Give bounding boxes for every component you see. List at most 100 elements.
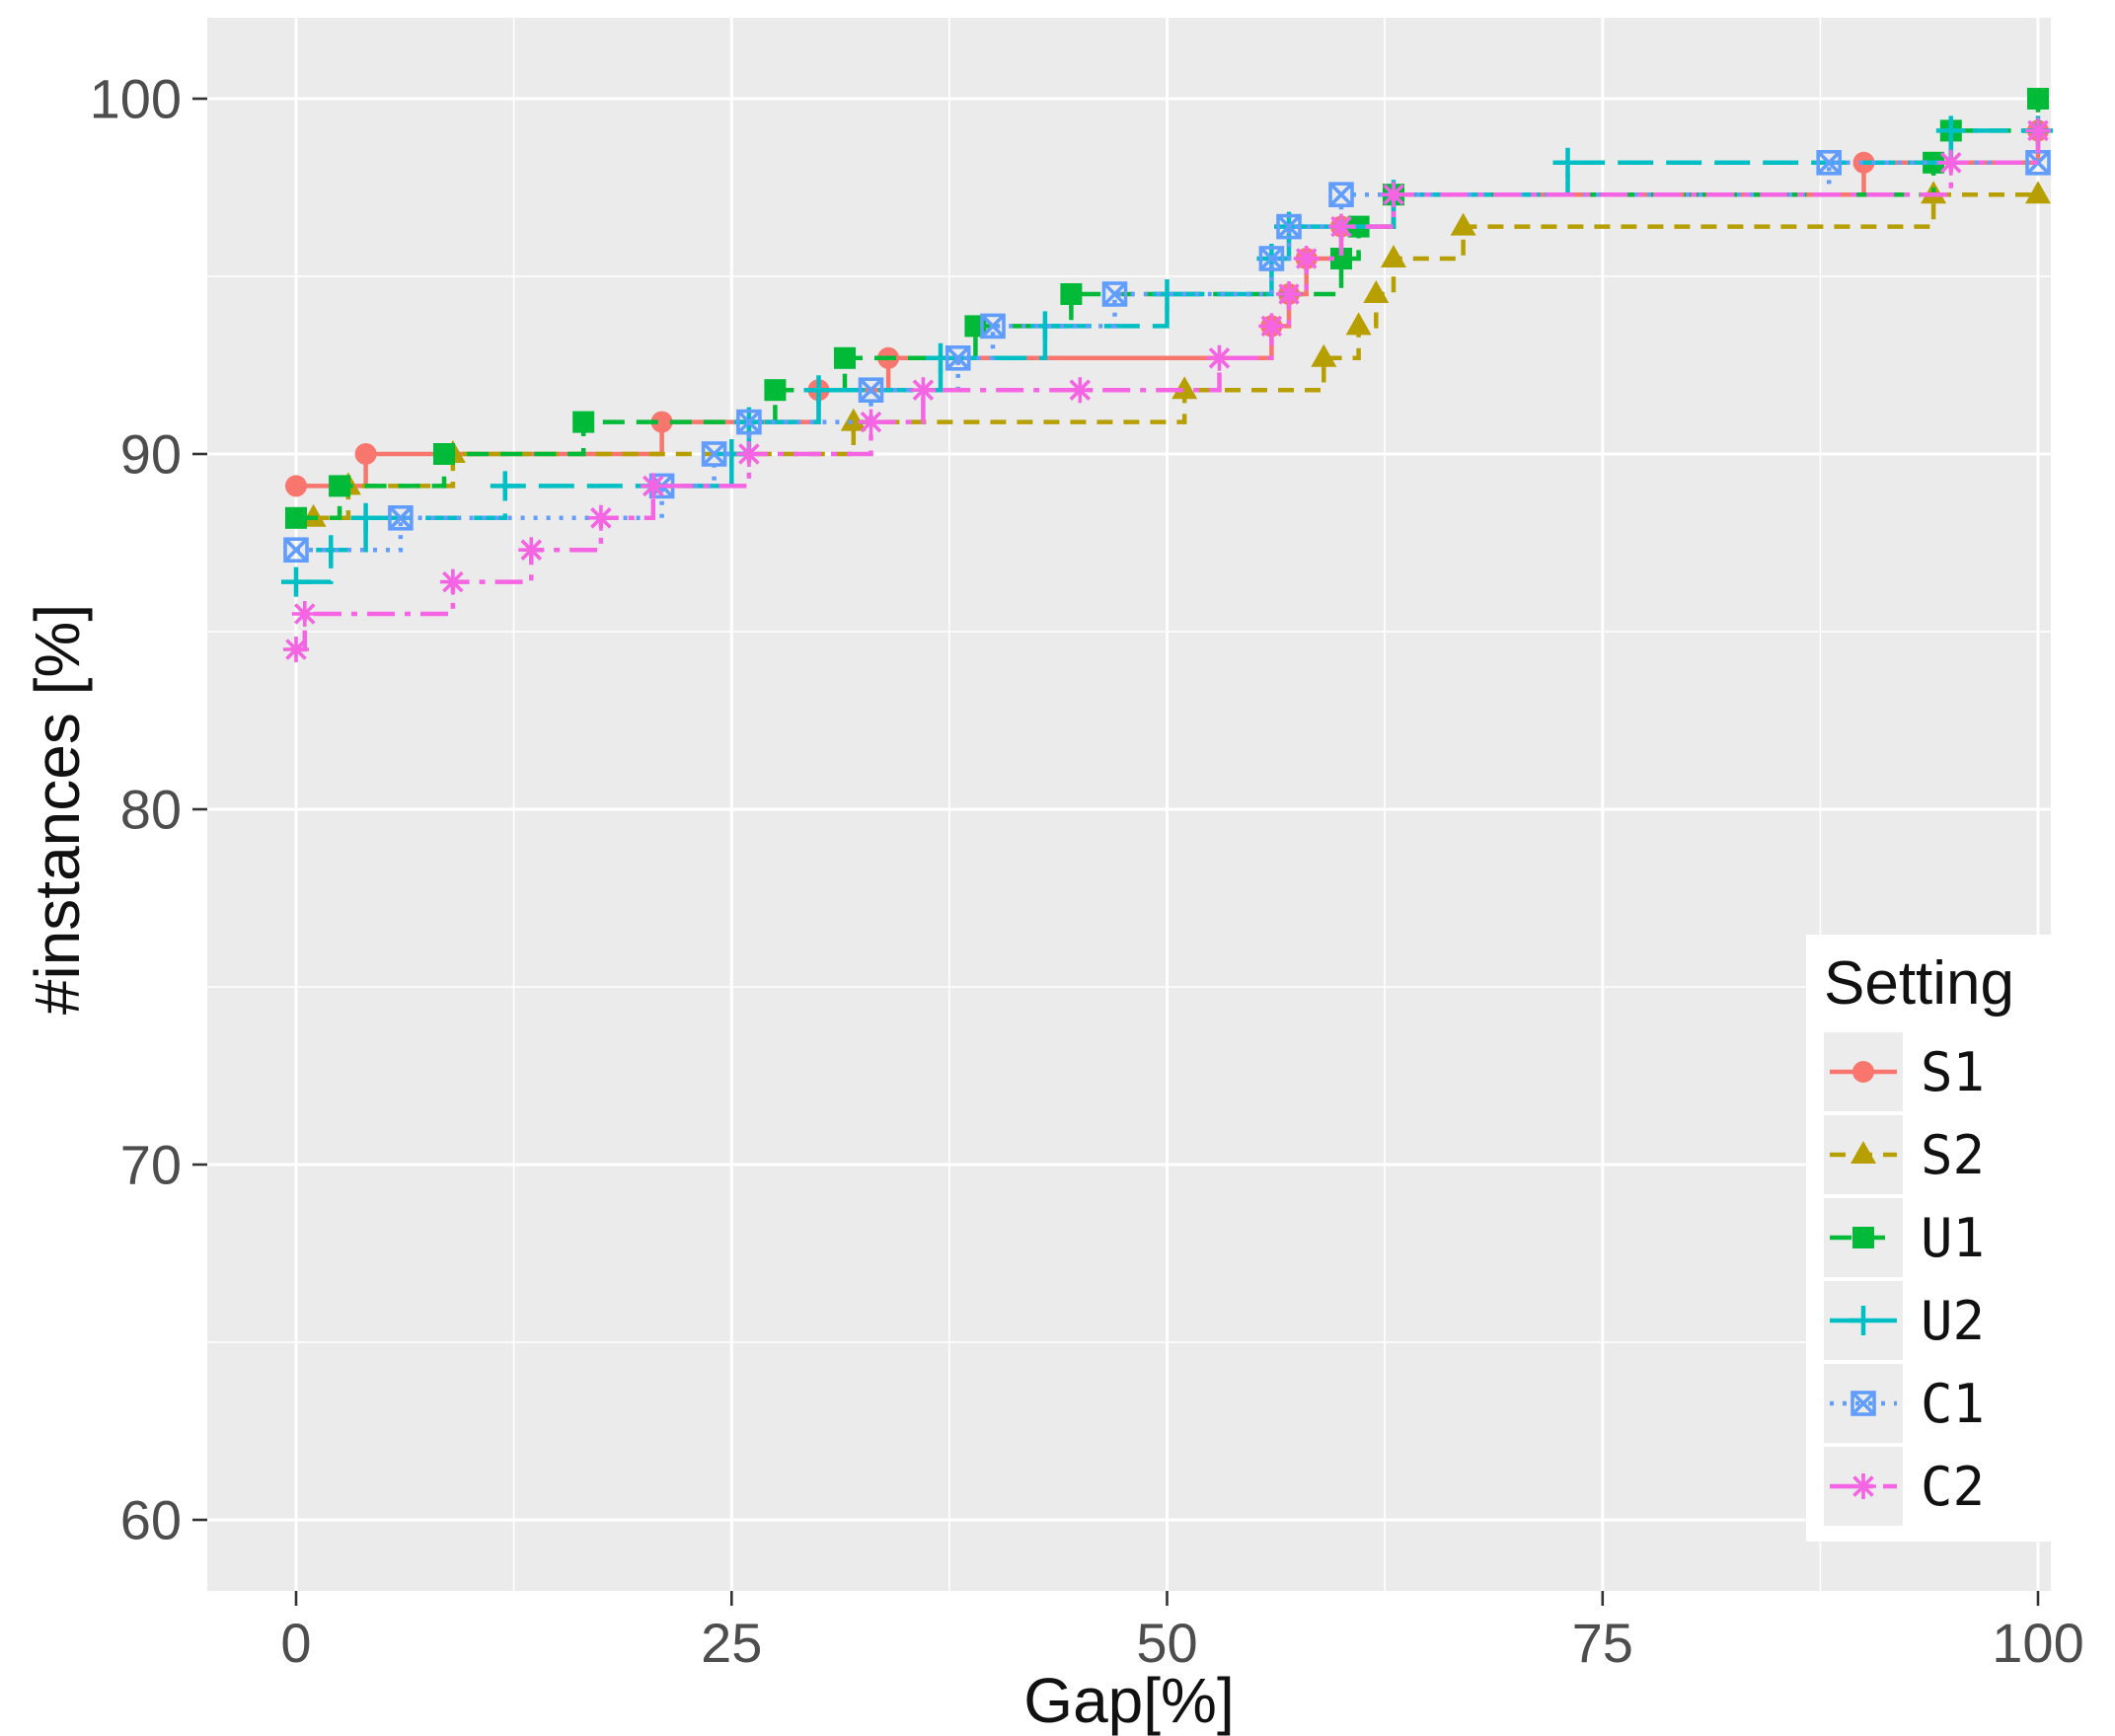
marker-square [1330,248,1352,269]
marker-triangle [1851,1141,1876,1164]
marker-asterisk [1258,313,1285,340]
legend-label-U2: U2 [1921,1289,1986,1352]
series-markers-C2 [283,117,2051,662]
legend-key-C1 [1824,1364,1903,1443]
marker-plus [803,375,834,406]
marker-triangle [1450,212,1476,236]
legend-title: Setting [1824,949,2015,1018]
marker-asterisk [587,504,614,531]
marker-plus [1935,115,1966,146]
y-tick-label: 90 [120,423,182,486]
marker-circle [650,411,673,433]
marker-square [834,346,856,369]
marker-asterisk [640,473,666,499]
legend-entry-U2: U2 [1824,1279,2051,1362]
x-tick-label: 25 [701,1612,762,1674]
marker-asterisk [1328,213,1354,240]
legend-label-S1: S1 [1921,1040,1986,1103]
marker-square-x [736,409,762,435]
marker-asterisk [1067,377,1094,404]
marker-square [764,379,787,402]
marker-triangle [840,408,867,431]
legend-key-U1 [1824,1198,1903,1277]
marker-plus [926,342,955,373]
marker-asterisk [1851,1473,1876,1499]
legend-label-U1: U1 [1921,1206,1986,1269]
marker-square [285,506,307,529]
y-tick-label: 70 [120,1134,182,1196]
marker-asterisk [1276,281,1302,307]
marker-square-x [701,441,727,467]
marker-triangle [1171,376,1198,400]
x-tick-label: 75 [1572,1612,1633,1674]
marker-square [329,475,351,497]
legend-entries: S1 S2 U1 U2 C1 C2 [1824,1030,2051,1528]
marker-square-x [283,537,309,564]
marker-square-x [858,377,884,404]
y-axis-title: #instances [%] [22,603,93,1016]
y-tick-label: 100 [90,68,182,130]
marker-square-x [980,313,1006,340]
marker-circle [354,443,377,465]
marker-asterisk [735,441,762,467]
legend-key-S1 [1824,1032,1903,1111]
legend-key-U2 [1824,1281,1903,1360]
legend-label-C1: C1 [1921,1372,1986,1435]
marker-triangle [1311,343,1337,367]
legend-entry-U1: U1 [1824,1196,2051,1279]
marker-circle [1852,1061,1874,1083]
marker-square-x [1258,246,1285,271]
marker-plus [350,502,381,533]
legend-entry-S1: S1 [1824,1030,2051,1113]
marker-plus [490,471,520,501]
legend-entry-C2: C2 [1824,1445,2051,1528]
x-tick-label: 100 [1992,1612,2083,1674]
legend-entry-S2: S2 [1824,1113,2051,1196]
marker-square [572,411,595,433]
marker-asterisk [1381,182,1406,208]
x-axis-title: Gap[%] [1023,1665,1235,1736]
marker-square-x [1816,150,1842,176]
marker-asterisk [283,637,309,662]
series-line-S2 [313,191,2038,521]
marker-triangle [1345,312,1372,336]
legend-label-C2: C2 [1921,1455,1986,1518]
marker-asterisk [2025,117,2051,144]
marker-asterisk [1293,246,1320,271]
legend-entry-C1: C1 [1824,1362,2051,1445]
marker-asterisk [439,568,466,595]
marker-plus [281,566,311,597]
y-tick-label: 60 [120,1489,182,1551]
marker-triangle [1363,280,1390,303]
marker-plus [1552,147,1583,178]
marker-square-x [1276,213,1302,240]
marker-square-x [944,344,971,371]
marker-square-x [1101,281,1128,307]
marker-square [1852,1227,1874,1248]
series-markers-C1 [283,150,2051,564]
series-line-C2 [296,130,2041,652]
panel-background [207,18,2051,1591]
marker-circle [285,475,307,497]
marker-asterisk [291,601,318,627]
legend-label-S2: S2 [1921,1123,1986,1186]
marker-asterisk [518,537,545,564]
marker-asterisk [910,377,937,404]
marker-square [1060,283,1083,305]
y-tick-label: 80 [120,779,182,841]
marker-asterisk [1937,149,1964,176]
legend: Setting S1 S2 U1 U2 C1 C2 [1806,935,2065,1542]
marker-square [433,443,455,465]
marker-square-x [1328,182,1354,207]
marker-square-x [388,504,414,531]
marker-square-x [1851,1391,1876,1416]
marker-asterisk [858,409,884,435]
marker-triangle [2025,181,2051,204]
legend-key-S2 [1824,1115,1903,1194]
marker-triangle [1381,245,1406,267]
marker-plus [1849,1306,1878,1335]
marker-square [2027,88,2049,110]
x-tick-label: 50 [1136,1612,1197,1674]
